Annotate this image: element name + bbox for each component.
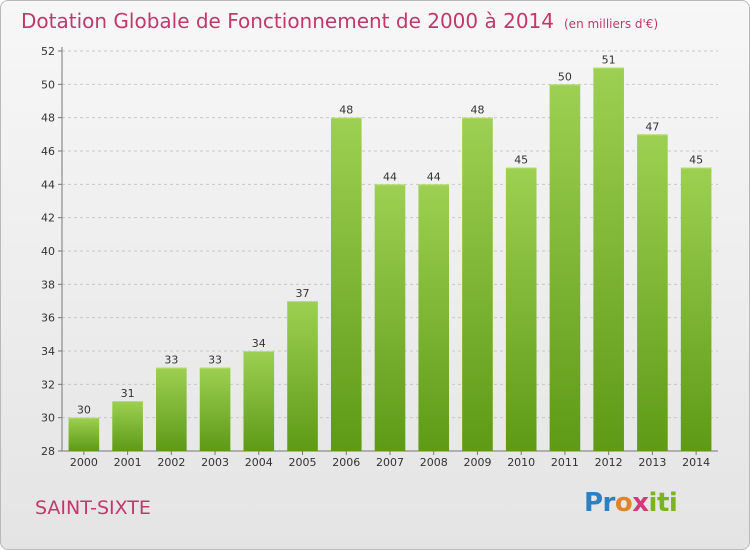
proxiti-logo: Proxiti — [584, 488, 678, 518]
data-label-2011: 50 — [558, 70, 572, 83]
bar-2003 — [199, 367, 231, 451]
y-tick-label: 52 — [41, 45, 55, 58]
data-label-2013: 47 — [645, 120, 659, 133]
bar-2000 — [68, 417, 100, 451]
bar-2005 — [287, 301, 318, 451]
y-tick-label: 46 — [41, 145, 55, 158]
x-tick-label: 2013 — [638, 456, 666, 469]
data-label-2009: 48 — [470, 104, 484, 117]
data-label-2000: 30 — [77, 404, 91, 417]
data-label-2005: 37 — [296, 287, 310, 300]
data-label-2010: 45 — [514, 154, 528, 167]
data-label-2008: 44 — [427, 170, 441, 183]
commune-name: SAINT-SIXTE — [35, 497, 151, 519]
y-tick-label: 40 — [41, 245, 55, 258]
x-tick-label: 2014 — [682, 456, 710, 469]
bar-2012 — [593, 67, 624, 452]
data-label-2006: 48 — [339, 104, 353, 117]
bar-2009 — [462, 117, 493, 452]
bar-2006 — [330, 117, 362, 452]
data-label-2001: 31 — [121, 387, 135, 400]
y-tick-label: 30 — [41, 412, 55, 425]
x-tick-label: 2008 — [420, 456, 448, 469]
bar-2014 — [680, 167, 712, 451]
data-label-2004: 34 — [252, 337, 266, 350]
x-tick-label: 2003 — [201, 456, 229, 469]
y-tick-label: 50 — [41, 78, 55, 91]
y-tick-label: 42 — [41, 212, 55, 225]
bar-2010 — [505, 167, 537, 451]
x-tick-label: 2006 — [332, 456, 360, 469]
bar-2007 — [374, 184, 406, 452]
labels: 30 31 33 33 34 37 48 44 44 48 45 50 51 47 45 — [77, 54, 703, 417]
y-tick-label: 44 — [41, 178, 55, 191]
x-tick-label: 2010 — [507, 456, 535, 469]
y-tick-label: 34 — [41, 345, 55, 358]
bar-2002 — [156, 367, 187, 451]
y-tick-label: 32 — [41, 378, 55, 391]
y-tick-label: 36 — [41, 312, 55, 325]
chart-title: Dotation Globale de Fonctionnement de 20… — [21, 9, 658, 33]
data-label-2012: 51 — [602, 54, 616, 67]
data-label-2014: 45 — [689, 154, 703, 167]
data-label-2003: 33 — [208, 354, 222, 367]
bar-2011 — [549, 84, 581, 451]
x-tick-label: 2009 — [463, 456, 491, 469]
x-tick-label: 2001 — [114, 456, 142, 469]
x-tick-label: 2000 — [70, 456, 98, 469]
bar-2001 — [112, 401, 143, 451]
x-tick-label: 2012 — [595, 456, 623, 469]
x-tick-label: 2007 — [376, 456, 404, 469]
title-text: Dotation Globale de Fonctionnement de 20… — [21, 9, 554, 33]
x-tick-label: 2004 — [245, 456, 273, 469]
bar-2013 — [637, 134, 668, 452]
bars — [68, 67, 712, 452]
x-tick-label: 2002 — [157, 456, 185, 469]
data-label-2007: 44 — [383, 170, 397, 183]
x-tick-label: 2005 — [289, 456, 317, 469]
bar-2008 — [418, 184, 450, 452]
data-label-2002: 33 — [164, 354, 178, 367]
y-tick-label: 28 — [41, 445, 55, 458]
y-tick-label: 38 — [41, 278, 55, 291]
title-unit: (en milliers d'€) — [564, 17, 659, 31]
y-tick-label: 48 — [41, 112, 55, 125]
bar-2004 — [243, 351, 275, 451]
x-tick-label: 2011 — [551, 456, 579, 469]
